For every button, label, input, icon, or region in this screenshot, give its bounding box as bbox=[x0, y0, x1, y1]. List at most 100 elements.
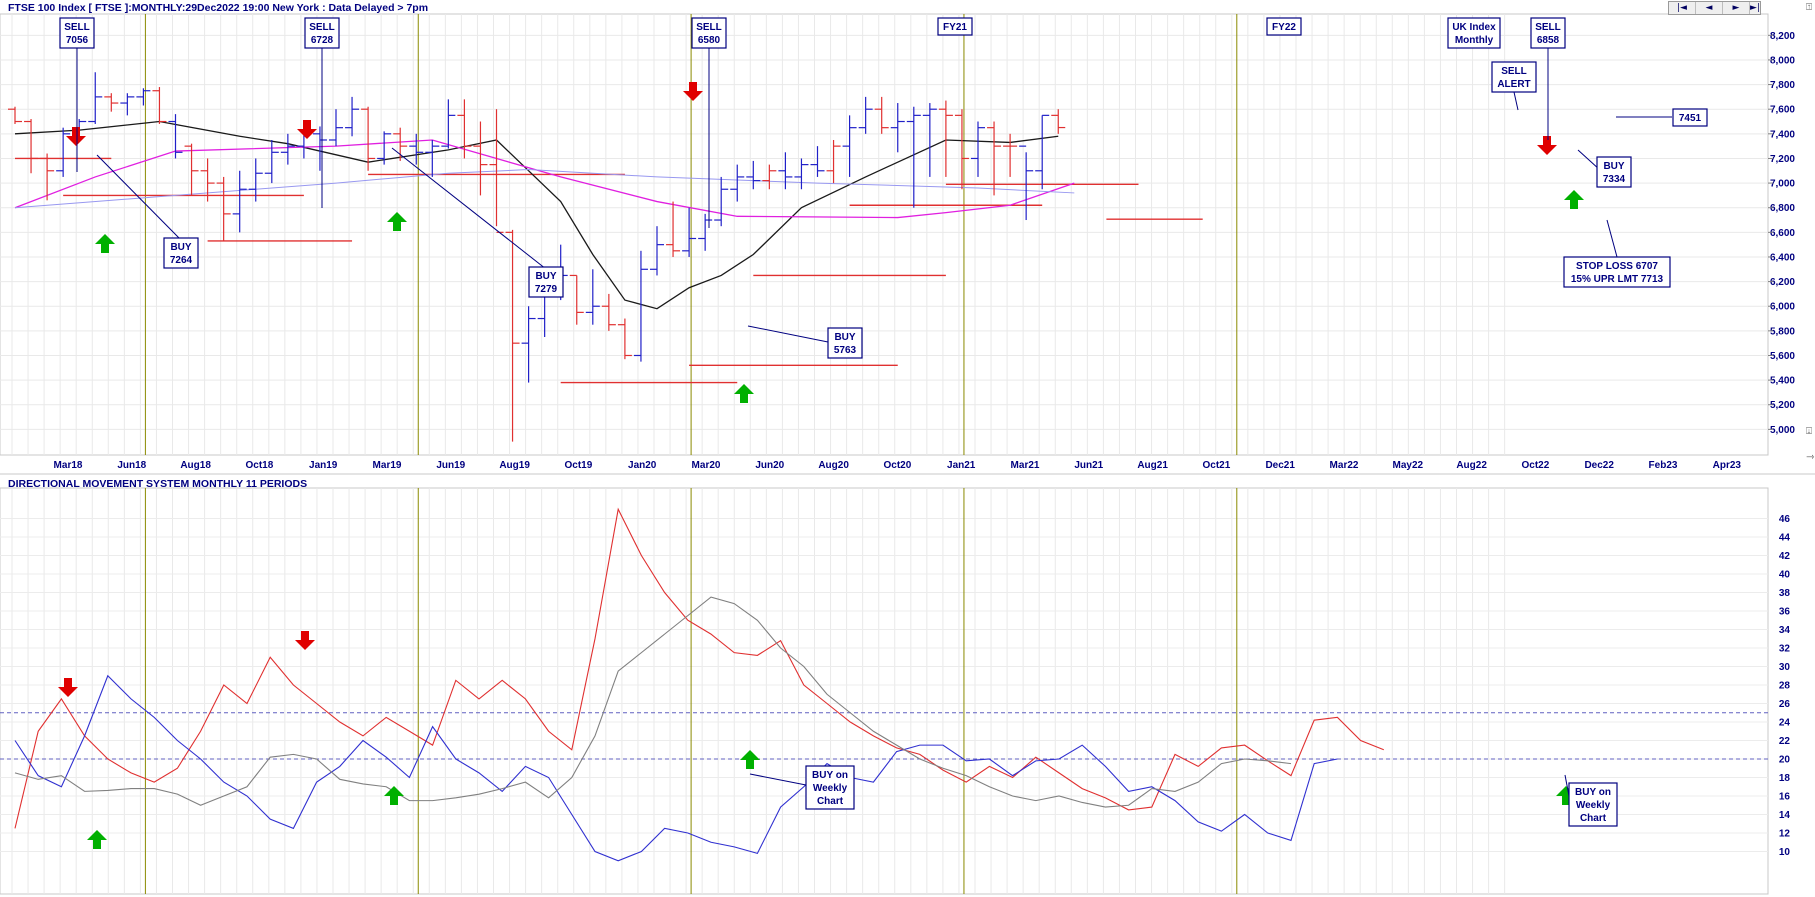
dms-y-tick-label: 42 bbox=[1779, 551, 1791, 562]
buy-arrow-up-icon bbox=[740, 750, 760, 769]
nav-next-button[interactable]: ► bbox=[1723, 2, 1750, 14]
ohlc-bar bbox=[906, 106, 921, 208]
x-tick-label: Oct19 bbox=[565, 460, 593, 471]
sell-label-6728: SELL 6728 bbox=[304, 17, 340, 208]
dms-buy-weekly-label-2-label: Chart bbox=[1580, 813, 1607, 824]
buy-label-7334-leader bbox=[1577, 149, 1601, 171]
price-y-tick-label: 8,200 bbox=[1770, 31, 1795, 42]
dms-y-tick-label: 32 bbox=[1779, 644, 1791, 655]
ohlc-bar bbox=[601, 293, 616, 331]
ohlc-bar bbox=[633, 250, 648, 362]
buy-label-5763-leader bbox=[747, 325, 829, 343]
sell-label-6580-label: 6580 bbox=[698, 35, 721, 46]
buy-label-7334-box bbox=[1596, 156, 1632, 188]
ma-line-ma_black bbox=[14, 120, 1059, 310]
ohlc-bar bbox=[88, 72, 103, 124]
price-y-tick-label: 6,600 bbox=[1770, 228, 1795, 239]
x-tick-label: Jan20 bbox=[628, 460, 657, 471]
ohlc-bar bbox=[248, 158, 263, 202]
dms-line-blue bbox=[14, 674, 1338, 862]
ohlc-bar bbox=[393, 127, 408, 161]
dms-buy-weekly-label-1-label: BUY on bbox=[812, 770, 848, 781]
expand-icon[interactable]: ⍗ bbox=[1806, 426, 1812, 437]
ohlc-bar bbox=[650, 226, 664, 276]
ohlc-bar bbox=[377, 131, 392, 165]
sell-arrow-down-icon bbox=[58, 678, 78, 697]
nav-prev-button[interactable]: ◄ bbox=[1696, 2, 1723, 14]
fy22-label: FY22 bbox=[1266, 17, 1302, 36]
ohlc-bar bbox=[1003, 133, 1018, 177]
ma-line-ma_magenta bbox=[14, 139, 1075, 219]
chart-navigation: |◄ ◄ ► ►| bbox=[1668, 1, 1761, 15]
dms-y-tick-label: 46 bbox=[1779, 514, 1791, 525]
fy21-label-label: FY21 bbox=[943, 22, 967, 33]
ohlc-bar bbox=[457, 99, 472, 159]
ohlc-bar bbox=[762, 164, 777, 190]
ohlc-bar bbox=[874, 96, 889, 134]
x-tick-label: Oct20 bbox=[884, 460, 912, 471]
ohlc-bar bbox=[184, 143, 199, 196]
x-tick-label: Aug19 bbox=[499, 460, 530, 471]
buy-arrow-up-icon bbox=[734, 384, 754, 403]
buy-label-7279-label: 7279 bbox=[535, 284, 558, 295]
fy21-label-box bbox=[937, 17, 973, 36]
x-tick-label: Oct21 bbox=[1203, 460, 1231, 471]
sell-label-7056-label: 7056 bbox=[66, 35, 89, 46]
buy-label-7279-label: BUY bbox=[535, 271, 556, 282]
dms-line-red bbox=[14, 507, 1385, 829]
price-y-tick-label: 5,000 bbox=[1770, 425, 1795, 436]
dms-y-tick-label: 28 bbox=[1779, 681, 1791, 692]
buy-arrow-up-icon bbox=[1564, 190, 1584, 209]
buy-label-7264-label: BUY bbox=[170, 242, 191, 253]
ohlc-bar bbox=[200, 158, 215, 202]
x-tick-label: May22 bbox=[1393, 460, 1424, 471]
sell-label-7056-label: SELL bbox=[64, 22, 90, 33]
x-tick-label: Jun20 bbox=[755, 460, 784, 471]
ohlc-bar bbox=[890, 103, 905, 153]
scroll-right-icon[interactable]: ⇾ bbox=[1806, 452, 1815, 463]
ohlc-bar bbox=[585, 269, 600, 325]
price-y-tick-label: 5,200 bbox=[1770, 400, 1795, 411]
buy-arrow-up-icon bbox=[95, 234, 115, 253]
x-tick-label: Jun21 bbox=[1074, 460, 1103, 471]
sell-label-7056-box bbox=[59, 17, 95, 49]
scroll-up-icon[interactable]: ⍐ bbox=[1806, 2, 1812, 13]
dms-y-tick-label: 38 bbox=[1779, 588, 1791, 599]
ohlc-bar bbox=[40, 153, 55, 201]
uk-index-monthly-label: UK Index Monthly bbox=[1447, 17, 1501, 49]
buy-label-7264-leader bbox=[96, 154, 182, 241]
ohlc-bar bbox=[56, 127, 71, 177]
dms-buy-weekly-label-1-box bbox=[805, 765, 855, 810]
buy-label-7264: BUY 7264 bbox=[96, 154, 199, 269]
nav-first-button[interactable]: |◄ bbox=[1669, 2, 1696, 14]
dms-buy-weekly-label-2-box bbox=[1568, 782, 1618, 827]
dms-buy-weekly-label-2: BUY on Weekly Chart bbox=[1564, 774, 1618, 827]
price-y-tick-label: 6,200 bbox=[1770, 277, 1795, 288]
price-label-7451-box bbox=[1672, 108, 1708, 127]
buy-label-5763-label: BUY bbox=[834, 332, 855, 343]
ohlc-bar bbox=[441, 99, 456, 149]
nav-last-button[interactable]: ►| bbox=[1750, 3, 1760, 13]
dms-y-tick-label: 24 bbox=[1779, 718, 1791, 729]
x-tick-label: Aug20 bbox=[818, 460, 849, 471]
ohlc-bar bbox=[329, 109, 343, 147]
dms-buy-weekly-label-1-label: Chart bbox=[817, 796, 844, 807]
ohlc-bar bbox=[666, 201, 681, 257]
dms-chart-title: DIRECTIONAL MOVEMENT SYSTEM MONTHLY 11 P… bbox=[8, 478, 308, 490]
ohlc-bar bbox=[312, 126, 327, 171]
x-tick-label: Jun18 bbox=[117, 460, 146, 471]
dms-y-tick-label: 44 bbox=[1779, 533, 1791, 544]
ohlc-bar bbox=[280, 133, 295, 165]
ma-line-ma_light bbox=[14, 169, 1075, 209]
ohlc-bar bbox=[168, 114, 183, 159]
fy21-label: FY21 bbox=[937, 17, 973, 36]
x-tick-label: Mar18 bbox=[54, 460, 83, 471]
price-y-tick-label: 6,000 bbox=[1770, 302, 1795, 313]
x-tick-label: Jun19 bbox=[436, 460, 465, 471]
sell-label-6580-label: SELL bbox=[696, 22, 722, 33]
dms-buy-weekly-label-1-label: Weekly bbox=[813, 783, 848, 794]
x-tick-label: Mar21 bbox=[1011, 460, 1040, 471]
ohlc-bar bbox=[361, 106, 376, 171]
ohlc-bar bbox=[938, 100, 953, 177]
